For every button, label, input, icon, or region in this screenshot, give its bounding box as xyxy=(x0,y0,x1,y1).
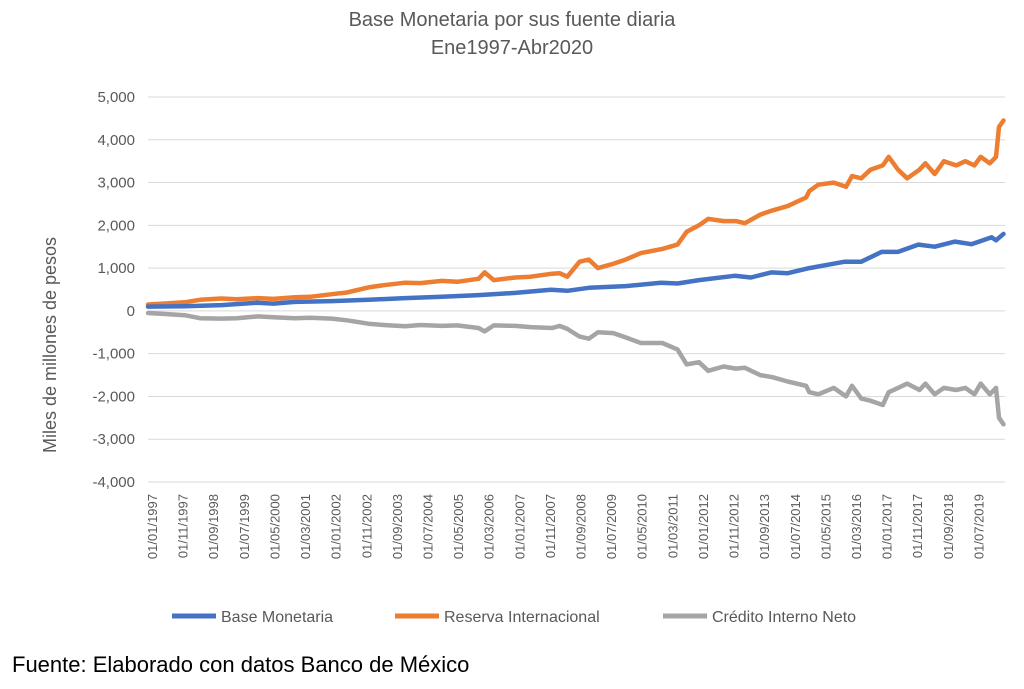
x-tick-label: 01/11/2012 xyxy=(727,494,742,558)
x-tick-label: 01/09/2013 xyxy=(757,494,772,559)
source-note: Fuente: Elaborado con datos Banco de Méx… xyxy=(12,652,470,677)
y-tick-label: -2,000 xyxy=(92,388,135,405)
x-tick-label: 01/01/2007 xyxy=(512,494,527,559)
x-tick-label: 01/07/2004 xyxy=(420,494,435,559)
x-tick-label: 01/05/2005 xyxy=(451,494,466,559)
x-tick-label: 01/09/1998 xyxy=(206,494,221,559)
y-tick-label: 4,000 xyxy=(97,132,135,149)
x-tick-label: 01/09/2003 xyxy=(390,494,405,559)
x-tick-label: 01/03/2006 xyxy=(482,494,497,559)
x-tick-label: 01/03/2011 xyxy=(665,494,680,558)
y-tick-label: 0 xyxy=(127,303,135,320)
y-tick-label: -1,000 xyxy=(92,346,135,363)
series-line-base-monetaria xyxy=(145,231,1006,309)
x-tick-label: 01/07/2009 xyxy=(604,494,619,559)
y-tick-label: -3,000 xyxy=(92,431,135,448)
x-tick-label: 01/01/2002 xyxy=(329,494,344,559)
chart-title-block: Base Monetaria por sus fuente diaria Ene… xyxy=(0,6,1024,62)
series-line-reserva-internacional xyxy=(145,118,1006,307)
x-tick-label: 01/03/2001 xyxy=(298,494,313,559)
x-tick-label: 01/11/2007 xyxy=(543,494,558,558)
x-tick-label: 01/07/1999 xyxy=(237,494,252,559)
y-tick-label: 3,000 xyxy=(97,175,135,192)
x-tick-label: 01/09/2008 xyxy=(574,494,589,559)
x-tick-label: 01/11/1997 xyxy=(176,494,191,558)
y-tick-label: 5,000 xyxy=(97,89,135,106)
x-tick-label: 01/11/2017 xyxy=(910,494,925,558)
y-tick-label: 1,000 xyxy=(97,260,135,277)
x-tick-label: 01/03/2016 xyxy=(849,494,864,559)
series-lines xyxy=(145,118,1006,427)
series-line-cr-dito-interno-neto xyxy=(145,310,1006,427)
legend-label: Crédito Interno Neto xyxy=(712,609,856,626)
x-tick-label: 01/07/2014 xyxy=(788,494,803,559)
x-tick-label: 01/01/1997 xyxy=(145,494,160,559)
chart-title: Base Monetaria por sus fuente diaria xyxy=(348,9,676,31)
x-tick-label: 01/09/2018 xyxy=(941,494,956,559)
x-tick-label: 01/07/2019 xyxy=(971,494,986,559)
legend: Base Monetaria Reserva Internacional Crédi… xyxy=(172,609,856,626)
legend-label: Base Monetaria xyxy=(221,609,333,626)
x-tick-label: 01/11/2002 xyxy=(359,494,374,558)
y-tick-label: 2,000 xyxy=(97,217,135,234)
x-tick-label: 01/05/2015 xyxy=(818,494,833,559)
x-tick-label: 01/01/2017 xyxy=(880,494,895,559)
y-axis-ticks: 5,000 4,000 3,000 2,000 1,000 0 -1,000 -2,000 -3… xyxy=(92,89,135,491)
x-tick-label: 01/05/2010 xyxy=(635,494,650,559)
legend-label: Reserva Internacional xyxy=(444,609,600,626)
x-tick-label: 01/01/2012 xyxy=(696,494,711,559)
x-axis-ticks: 01/01/1997 01/11/1997 01/09/1998 01/07/1999… xyxy=(145,494,986,559)
y-axis-label: Miles de millones de pesos xyxy=(40,237,60,453)
x-tick-label: 01/05/2000 xyxy=(267,494,282,559)
y-tick-label: -4,000 xyxy=(92,474,135,491)
chart-subtitle: Ene1997-Abr2020 xyxy=(430,37,594,59)
